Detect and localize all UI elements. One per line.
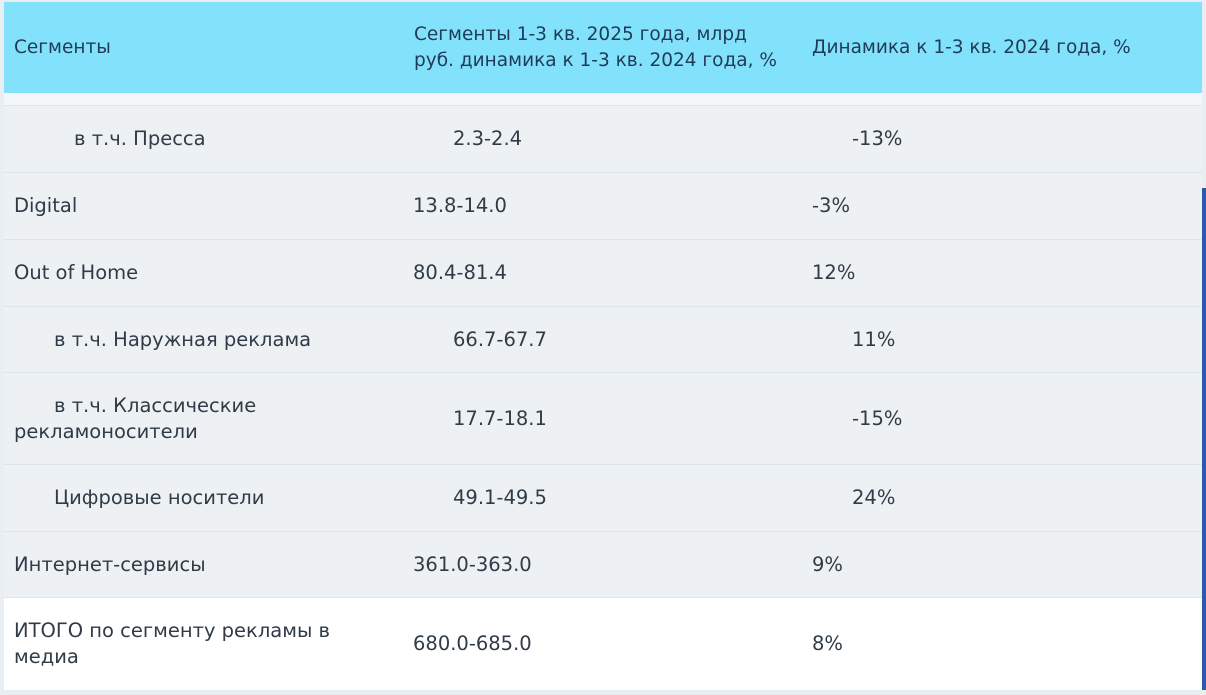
cell-segment: в т.ч. Пресса: [74, 127, 206, 150]
header-value: Сегменты 1-3 кв. 2025 года, млрд руб. ди…: [414, 2, 804, 93]
table-header-row: Сегменты Сегменты 1-3 кв. 2025 года, млр…: [4, 2, 1202, 93]
table-row: Интернет-сервисы 361.0-363.0 9%: [4, 532, 1202, 598]
cell-value: 80.4-81.4: [413, 261, 507, 284]
header-divider: [4, 93, 1202, 106]
cell-segment: в т.ч. Классические рекламоносители: [14, 373, 404, 464]
table-row: в т.ч. Наружная реклама 66.7-67.7 11%: [4, 307, 1202, 373]
header-value-line1: Сегменты 1-3 кв. 2025 года, млрд: [414, 23, 747, 45]
cell-value: 361.0-363.0: [413, 552, 532, 576]
cell-value: 49.1-49.5: [453, 486, 547, 509]
cell-value: 66.7-67.7: [453, 327, 547, 351]
cell-dynamics: 12%: [812, 261, 856, 284]
header-value-line2: руб. динамика к 1-3 кв. 2024 года, %: [414, 49, 777, 71]
cell-value: 17.7-18.1: [453, 406, 547, 430]
cell-segment-line1: в т.ч. Классические: [54, 393, 257, 417]
cell-segment: ИТОГО по сегменту рекламы в медиа: [14, 598, 404, 690]
table-row-total: ИТОГО по сегменту рекламы в медиа 680.0-…: [4, 598, 1202, 690]
cell-dynamics: 24%: [852, 486, 896, 509]
advertising-segments-table: Сегменты Сегменты 1-3 кв. 2025 года, млр…: [4, 2, 1206, 690]
cell-segment-line2: медиа: [14, 645, 79, 668]
cell-dynamics: 11%: [852, 327, 896, 351]
cell-segment: Цифровые носители: [54, 486, 265, 509]
cell-segment: Out of Home: [14, 261, 139, 284]
scroll-indicator: [1202, 188, 1206, 690]
table-row: Digital 13.8-14.0 -3%: [4, 173, 1202, 240]
cell-value: 680.0-685.0: [413, 632, 532, 655]
cell-segment-line2: рекламоносители: [14, 419, 198, 443]
table-row: Out of Home 80.4-81.4 12%: [4, 240, 1202, 307]
header-segment: Сегменты: [14, 36, 111, 58]
cell-segment: в т.ч. Наружная реклама: [54, 327, 312, 351]
cell-segment: Digital: [14, 194, 78, 217]
cell-dynamics: -3%: [812, 194, 850, 217]
cell-dynamics: 8%: [812, 632, 843, 655]
cell-dynamics: -15%: [852, 406, 903, 430]
cell-dynamics: -13%: [852, 127, 903, 150]
table-row: Цифровые носители 49.1-49.5 24%: [4, 465, 1202, 532]
table-row: в т.ч. Классические рекламоносители 17.7…: [4, 373, 1202, 465]
cell-value: 13.8-14.0: [413, 194, 507, 217]
cell-segment-line1: ИТОГО по сегменту рекламы в: [14, 619, 331, 642]
cell-value: 2.3-2.4: [453, 127, 523, 150]
table-row: в т.ч. Пресса 2.3-2.4 -13%: [4, 106, 1202, 173]
cell-dynamics: 9%: [812, 552, 843, 576]
cell-segment: Интернет-сервисы: [14, 552, 206, 576]
header-dynamics: Динамика к 1-3 кв. 2024 года, %: [812, 36, 1131, 58]
